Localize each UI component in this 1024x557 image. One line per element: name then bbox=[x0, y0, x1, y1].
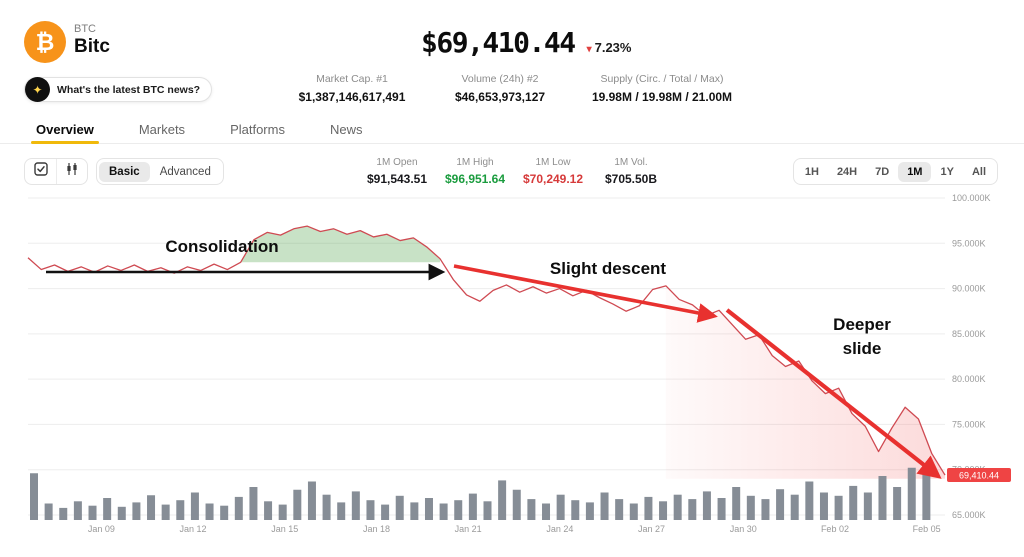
svg-text:90.000K: 90.000K bbox=[952, 284, 986, 294]
svg-text:Jan 15: Jan 15 bbox=[271, 524, 298, 534]
price-down-icon: ▾ bbox=[586, 44, 592, 55]
stat-label: 1M Open bbox=[376, 157, 418, 168]
range-1h[interactable]: 1H bbox=[804, 165, 819, 178]
stat-label: Volume (24h) #2 bbox=[461, 73, 539, 85]
stat-1m-vol: 1M Vol. $705.50B bbox=[598, 157, 664, 186]
stat-value: $91,543.51 bbox=[366, 172, 428, 186]
range-all[interactable]: All bbox=[971, 165, 986, 178]
svg-text:Feb 02: Feb 02 bbox=[821, 524, 849, 534]
svg-text:100.000K: 100.000K bbox=[952, 193, 991, 203]
stat-1m-low: 1M Low $70,249.12 bbox=[520, 157, 586, 186]
stat-label: Market Cap. #1 bbox=[316, 73, 388, 85]
price-change-value: 7.23% bbox=[594, 40, 632, 55]
chart-mode-switch: Basic Advanced bbox=[96, 158, 224, 185]
stat-label: 1M Low bbox=[535, 157, 571, 168]
price-chart[interactable]: 100.000K 95.000K 90.000K 85.000K 80.000K 75.0… bbox=[0, 190, 1024, 557]
svg-text:Jan 12: Jan 12 bbox=[180, 524, 207, 534]
news-prompt-button[interactable]: ✦ What's the latest BTC news? bbox=[24, 77, 213, 102]
stat-value: $705.50B bbox=[604, 172, 658, 186]
svg-text:Slight descent: Slight descent bbox=[550, 259, 667, 278]
coin-symbol: BTC bbox=[74, 23, 96, 35]
stat-value: 19.98M / 19.98M / 21.00M bbox=[591, 90, 733, 104]
range-24h[interactable]: 24H bbox=[836, 165, 858, 178]
stat-label: 1M High bbox=[456, 157, 494, 168]
stat-volume: Volume (24h) #2 $46,653,973,127 bbox=[430, 73, 570, 104]
svg-text:75.000K: 75.000K bbox=[952, 419, 986, 429]
svg-text:Deeper: Deeper bbox=[833, 315, 891, 334]
coin-name: Bitc bbox=[74, 36, 110, 57]
stat-supply: Supply (Circ. / Total / Max) 19.98M / 19… bbox=[580, 73, 744, 104]
time-range-switch: 1H 24H 7D 1M 1Y All bbox=[792, 158, 998, 185]
price-change: ▾ 7.23% bbox=[587, 40, 632, 55]
svg-text:Jan 09: Jan 09 bbox=[88, 524, 115, 534]
svg-text:Jan 18: Jan 18 bbox=[363, 524, 390, 534]
stat-label: Supply (Circ. / Total / Max) bbox=[600, 73, 724, 85]
svg-text:69,410.44: 69,410.44 bbox=[959, 471, 999, 481]
svg-text:Feb 05: Feb 05 bbox=[913, 524, 941, 534]
tab-news[interactable]: News bbox=[329, 121, 363, 137]
range-1m[interactable]: 1M bbox=[898, 161, 932, 182]
price-block: $69,410.44 ▾ 7.23% bbox=[421, 26, 631, 59]
mode-advanced[interactable]: Advanced bbox=[159, 165, 211, 178]
stat-label: 1M Vol. bbox=[614, 157, 648, 168]
chart-ohlc-stats: 1M Open $91,543.51 1M High $96,951.64 1M… bbox=[364, 157, 664, 186]
svg-text:Jan 24: Jan 24 bbox=[546, 524, 573, 534]
stat-market-cap: Market Cap. #1 $1,387,146,617,491 bbox=[285, 73, 419, 104]
checkbox-icon bbox=[33, 162, 48, 181]
svg-text:slide: slide bbox=[843, 339, 882, 358]
tab-markets[interactable]: Markets bbox=[138, 121, 186, 137]
stat-value: $1,387,146,617,491 bbox=[298, 90, 406, 104]
svg-text:Consolidation: Consolidation bbox=[165, 237, 278, 256]
svg-text:Jan 27: Jan 27 bbox=[638, 524, 665, 534]
svg-text:85.000K: 85.000K bbox=[952, 329, 986, 339]
tab-overview[interactable]: Overview bbox=[31, 115, 99, 144]
compare-checkbox-button[interactable] bbox=[25, 159, 56, 184]
stat-value: $96,951.64 bbox=[444, 172, 506, 186]
svg-text:Jan 30: Jan 30 bbox=[730, 524, 757, 534]
current-price: $69,410.44 bbox=[421, 26, 576, 59]
svg-text:Jan 21: Jan 21 bbox=[455, 524, 482, 534]
stat-value: $70,249.12 bbox=[522, 172, 584, 186]
chart-tool-buttons bbox=[24, 158, 88, 185]
candlestick-toggle-button[interactable] bbox=[56, 159, 87, 184]
range-1y[interactable]: 1Y bbox=[940, 165, 954, 178]
sparkle-icon: ✦ bbox=[25, 77, 50, 102]
price-chart-svg[interactable]: 100.000K 95.000K 90.000K 85.000K 80.000K 75.0… bbox=[0, 190, 1024, 557]
svg-text:95.000K: 95.000K bbox=[952, 238, 986, 248]
range-7d[interactable]: 7D bbox=[875, 165, 890, 178]
mode-basic[interactable]: Basic bbox=[99, 161, 150, 182]
svg-text:65.000K: 65.000K bbox=[952, 510, 986, 520]
stat-1m-open: 1M Open $91,543.51 bbox=[364, 157, 430, 186]
svg-text:80.000K: 80.000K bbox=[952, 374, 986, 384]
section-tabs: Overview Markets Platforms News bbox=[0, 115, 1024, 144]
news-prompt-label: What's the latest BTC news? bbox=[57, 83, 201, 96]
stat-value: $46,653,973,127 bbox=[454, 90, 546, 104]
btc-logo-icon: ₿ bbox=[24, 21, 66, 63]
stat-1m-high: 1M High $96,951.64 bbox=[442, 157, 508, 186]
candlestick-icon bbox=[65, 162, 79, 181]
tab-platforms[interactable]: Platforms bbox=[230, 121, 285, 137]
